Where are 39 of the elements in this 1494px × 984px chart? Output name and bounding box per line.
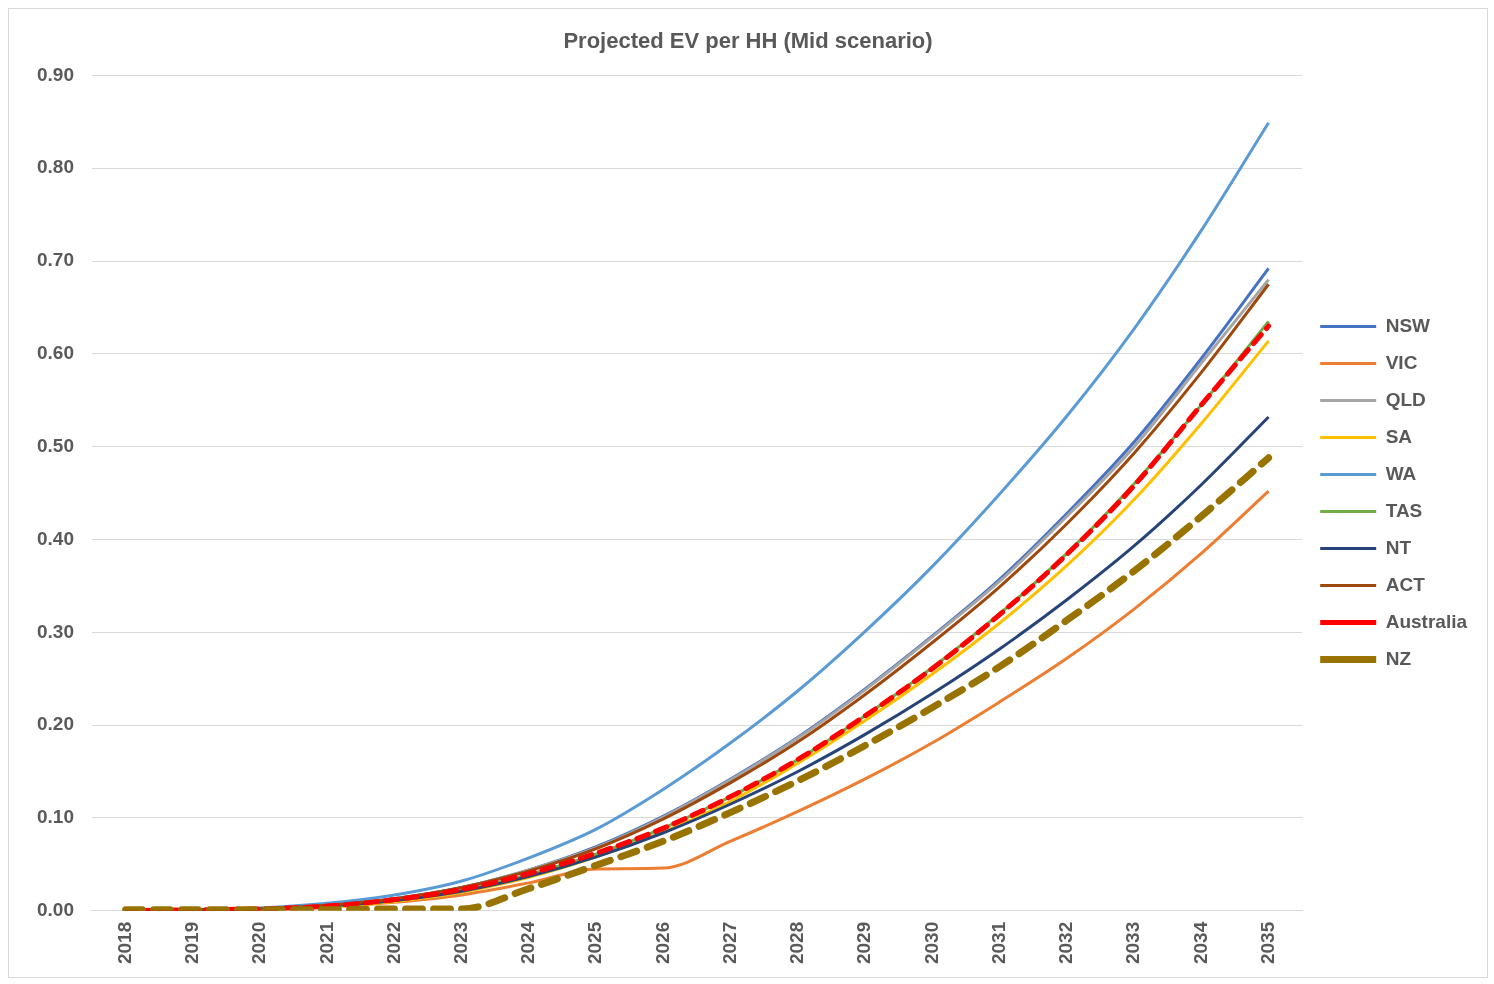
x-tick-label: 2027 <box>718 921 740 965</box>
x-tick-label: 2022 <box>382 921 404 965</box>
x-tick-label: 2033 <box>1122 921 1144 965</box>
legend-label: ACT <box>1385 573 1426 595</box>
legend-label: NT <box>1385 536 1412 558</box>
x-tick-label: 2018 <box>113 921 135 965</box>
x-tick-label: 2032 <box>1055 921 1077 965</box>
x-tick-label: 2020 <box>248 921 270 965</box>
x-tick-label: 2031 <box>987 921 1009 965</box>
y-tick-label: 0.00 <box>37 898 74 920</box>
legend-label: Australia <box>1385 610 1468 632</box>
y-tick-label: 0.10 <box>37 806 74 828</box>
legend-label: NSW <box>1385 314 1431 336</box>
legend-label: QLD <box>1385 388 1426 410</box>
legend-label: SA <box>1385 425 1413 447</box>
x-tick-label: 2034 <box>1189 921 1211 965</box>
x-tick-label: 2025 <box>584 921 606 965</box>
x-tick-label: 2024 <box>517 921 539 965</box>
legend-label: WA <box>1385 462 1417 484</box>
x-tick-label: 2029 <box>853 921 875 965</box>
x-tick-label: 2035 <box>1256 921 1278 965</box>
x-tick-label: 2021 <box>315 921 337 965</box>
y-tick-label: 0.90 <box>37 63 74 85</box>
y-tick-label: 0.30 <box>37 620 74 642</box>
x-tick-label: 2023 <box>450 921 471 965</box>
x-tick-label: 2019 <box>181 921 203 965</box>
y-tick-label: 0.60 <box>37 342 74 364</box>
y-tick-label: 0.50 <box>37 434 74 456</box>
chart-title: Projected EV per HH (Mid scenario) <box>563 28 933 54</box>
legend-label: NZ <box>1385 647 1412 669</box>
y-tick-label: 0.70 <box>37 249 74 271</box>
y-tick-label: 0.40 <box>37 527 74 549</box>
x-tick-label: 2026 <box>651 921 673 965</box>
x-tick-label: 2030 <box>920 921 942 965</box>
x-tick-label: 2028 <box>786 921 808 965</box>
legend-label: TAS <box>1385 499 1423 521</box>
y-tick-label: 0.80 <box>37 156 74 178</box>
legend-label: VIC <box>1385 351 1418 373</box>
y-tick-label: 0.20 <box>37 713 74 735</box>
